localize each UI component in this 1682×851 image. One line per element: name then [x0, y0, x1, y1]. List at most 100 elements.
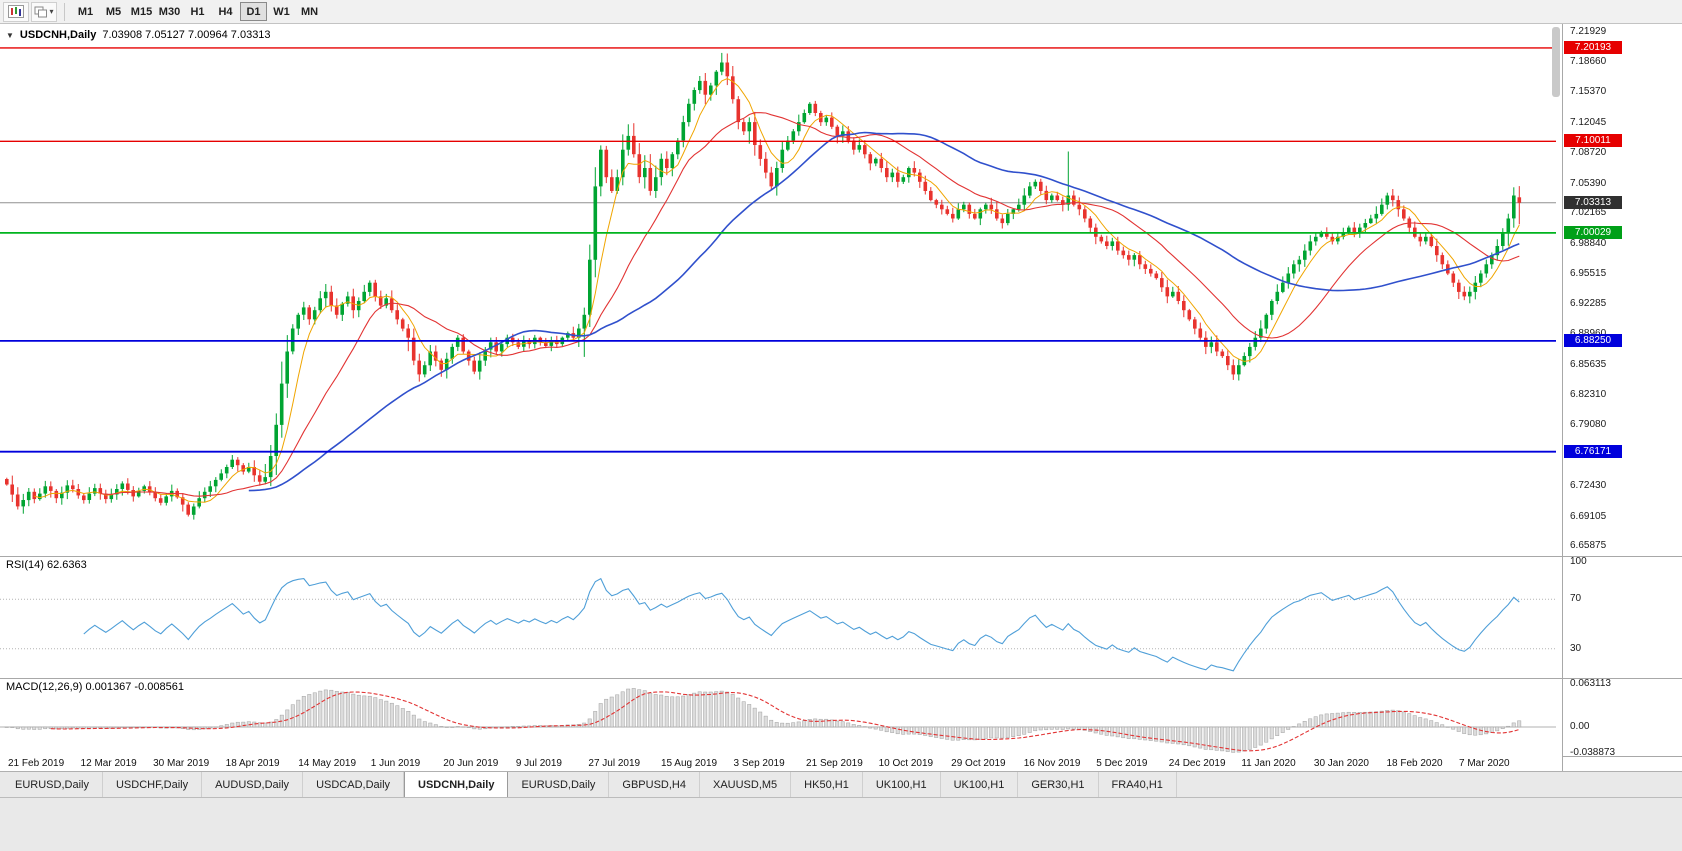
vertical-scrollbar[interactable]	[1552, 27, 1560, 97]
scrollbar-thumb[interactable]	[1552, 27, 1560, 97]
price-tick-label: 7.15370	[1570, 86, 1607, 98]
date-label: 3 Sep 2019	[733, 758, 785, 769]
date-label: 27 Jul 2019	[588, 758, 641, 769]
date-label: 29 Oct 2019	[951, 758, 1006, 769]
timeframe-button-h1[interactable]: H1	[184, 2, 211, 21]
toolbar: ▾ M1 M5 M15 M30 H1 H4 D1 W1 MN	[0, 0, 1682, 24]
toolbar-separator	[64, 2, 65, 21]
price-tick-label: 7.12045	[1570, 116, 1607, 128]
chart-tab-audusd-daily[interactable]: AUDUSD,Daily	[202, 772, 304, 797]
date-label: 24 Dec 2019	[1168, 758, 1226, 769]
price-axis-border	[1562, 24, 1563, 771]
price-tick-label: 7.21929	[1570, 25, 1607, 37]
chart-icon	[8, 5, 24, 18]
date-label: 7 Mar 2020	[1459, 758, 1510, 769]
chart-tab-usdchf-daily[interactable]: USDCHF,Daily	[103, 772, 203, 797]
price-tick-label: 6.82310	[1570, 389, 1607, 401]
timeframe-button-w1[interactable]: W1	[268, 2, 295, 21]
price-tick-label: 6.65875	[1570, 540, 1607, 552]
price-tick-label: 6.98840	[1570, 237, 1607, 249]
price-chart-canvas[interactable]	[0, 24, 1562, 556]
timeframe-button-m5[interactable]: M5	[100, 2, 127, 21]
chevron-down-icon: ▾	[49, 6, 54, 16]
rsi-axis-label: 70	[1570, 593, 1582, 605]
macd-axis-label: 0.063113	[1570, 678, 1611, 690]
date-label: 18 Feb 2020	[1386, 758, 1443, 769]
chart-symbol-label: USDCNH,Daily	[19, 29, 97, 41]
date-label: 21 Sep 2019	[806, 758, 863, 769]
chart-window-button[interactable]	[3, 1, 29, 22]
cascade-windows-icon	[34, 6, 48, 17]
price-tick-label: 7.05390	[1570, 177, 1607, 189]
rsi-axis: 100 70 30	[1563, 556, 1681, 678]
rsi-axis-label: 100	[1570, 556, 1587, 567]
chart-tab-eurusd-daily[interactable]: EURUSD,Daily	[508, 772, 610, 797]
chart-tab-ger30-h1[interactable]: GER30,H1	[1018, 772, 1099, 797]
price-axis[interactable]: 7.21929 7.18660 7.15370 7.12045 7.08720 7.053…	[1563, 24, 1681, 556]
price-tick-label: 7.18660	[1570, 55, 1607, 67]
date-label: 20 Jun 2019	[443, 758, 499, 769]
date-label: 1 Jun 2019	[370, 758, 421, 769]
collapse-indicator-icon[interactable]: ▼	[6, 30, 14, 40]
price-tick-label: 6.85635	[1570, 358, 1607, 370]
chart-arrange-dropdown-button[interactable]: ▾	[31, 1, 57, 22]
price-level-badge: 7.10011	[1564, 134, 1622, 148]
timeframe-toolbar: M1 M5 M15 M30 H1 H4 D1 W1 MN	[72, 2, 323, 21]
chart-title: ▼ USDCNH,Daily 7.03908 7.05127 7.00964 7…	[6, 29, 271, 41]
date-label: 30 Mar 2019	[153, 758, 210, 769]
chart-tab-fra40-h1[interactable]: FRA40,H1	[1099, 772, 1177, 797]
macd-axis-label: 0.00	[1570, 721, 1590, 732]
timeframe-button-h4[interactable]: H4	[212, 2, 239, 21]
price-level-badge: 7.00029	[1564, 225, 1622, 239]
chart-panel[interactable]: ▼ USDCNH,Daily 7.03908 7.05127 7.00964 7…	[0, 24, 1682, 771]
date-label: 21 Feb 2019	[8, 758, 65, 769]
price-level-badge: 6.88250	[1564, 333, 1622, 347]
chart-tab-usdcad-daily[interactable]: USDCAD,Daily	[303, 772, 405, 797]
chart-tab-usdcnh-daily[interactable]: USDCNH,Daily	[404, 772, 509, 797]
rsi-indicator-label: RSI(14) 62.6363	[6, 559, 87, 571]
price-level-badge: 7.20193	[1564, 40, 1622, 54]
timeframe-button-d1[interactable]: D1	[240, 2, 267, 21]
timeframe-button-m30[interactable]: M30	[156, 2, 183, 21]
date-label: 5 Dec 2019	[1096, 758, 1148, 769]
macd-chart-canvas[interactable]	[0, 678, 1562, 756]
chart-tab-xauusd-m5[interactable]: XAUUSD,M5	[700, 772, 792, 797]
timeframe-button-m1[interactable]: M1	[72, 2, 99, 21]
macd-axis: 0.063113 0.00 -0.038873	[1563, 678, 1681, 756]
date-label: 16 Nov 2019	[1023, 758, 1081, 769]
date-label: 12 Mar 2019	[80, 758, 137, 769]
macd-axis-label: -0.038873	[1570, 747, 1616, 756]
panel-divider-rsi[interactable]	[0, 556, 1682, 557]
date-label: 30 Jan 2020	[1313, 758, 1369, 769]
price-tick-label: 6.72430	[1570, 480, 1607, 491]
chart-tab-uk100-h1[interactable]: UK100,H1	[863, 772, 941, 797]
panel-divider-macd[interactable]	[0, 678, 1682, 679]
date-label: 18 Apr 2019	[225, 758, 280, 769]
date-label: 10 Oct 2019	[878, 758, 934, 769]
chart-tab-gbpusd-h4[interactable]: GBPUSD,H4	[609, 772, 700, 797]
date-axis[interactable]: 21 Feb 2019 12 Mar 2019 30 Mar 2019 18 Apr …	[0, 756, 1562, 771]
price-level-badge: 7.03313	[1564, 195, 1622, 209]
price-tick-label: 6.92285	[1570, 297, 1607, 309]
price-tick-label: 6.88960	[1570, 328, 1606, 339]
price-tick-label: 6.79080	[1570, 419, 1607, 431]
price-tick-label: 7.02165	[1570, 207, 1607, 219]
date-label: 15 Aug 2019	[660, 758, 718, 769]
status-bar	[0, 797, 1682, 851]
timeframe-button-m15[interactable]: M15	[128, 2, 155, 21]
date-label: 14 May 2019	[298, 758, 357, 769]
price-level-badge: 6.76171	[1564, 444, 1622, 458]
chart-tab-hk50-h1[interactable]: HK50,H1	[791, 772, 863, 797]
timeframe-button-mn[interactable]: MN	[296, 2, 323, 21]
macd-indicator-label: MACD(12,26,9) 0.001367 -0.008561	[6, 681, 184, 693]
rsi-axis-label: 30	[1570, 642, 1582, 654]
price-tick-label: 7.08720	[1570, 147, 1607, 159]
chart-tab-uk100-h1[interactable]: UK100,H1	[941, 772, 1019, 797]
date-label: 9 Jul 2019	[515, 758, 562, 769]
price-tick-label: 6.95515	[1570, 268, 1607, 280]
chart-tabbar: EURUSD,Daily USDCHF,Daily AUDUSD,Daily USDC…	[0, 771, 1682, 797]
rsi-chart-canvas[interactable]	[0, 556, 1562, 678]
chart-tab-eurusd-daily[interactable]: EURUSD,Daily	[2, 772, 103, 797]
price-tick-label: 6.69105	[1570, 510, 1607, 522]
